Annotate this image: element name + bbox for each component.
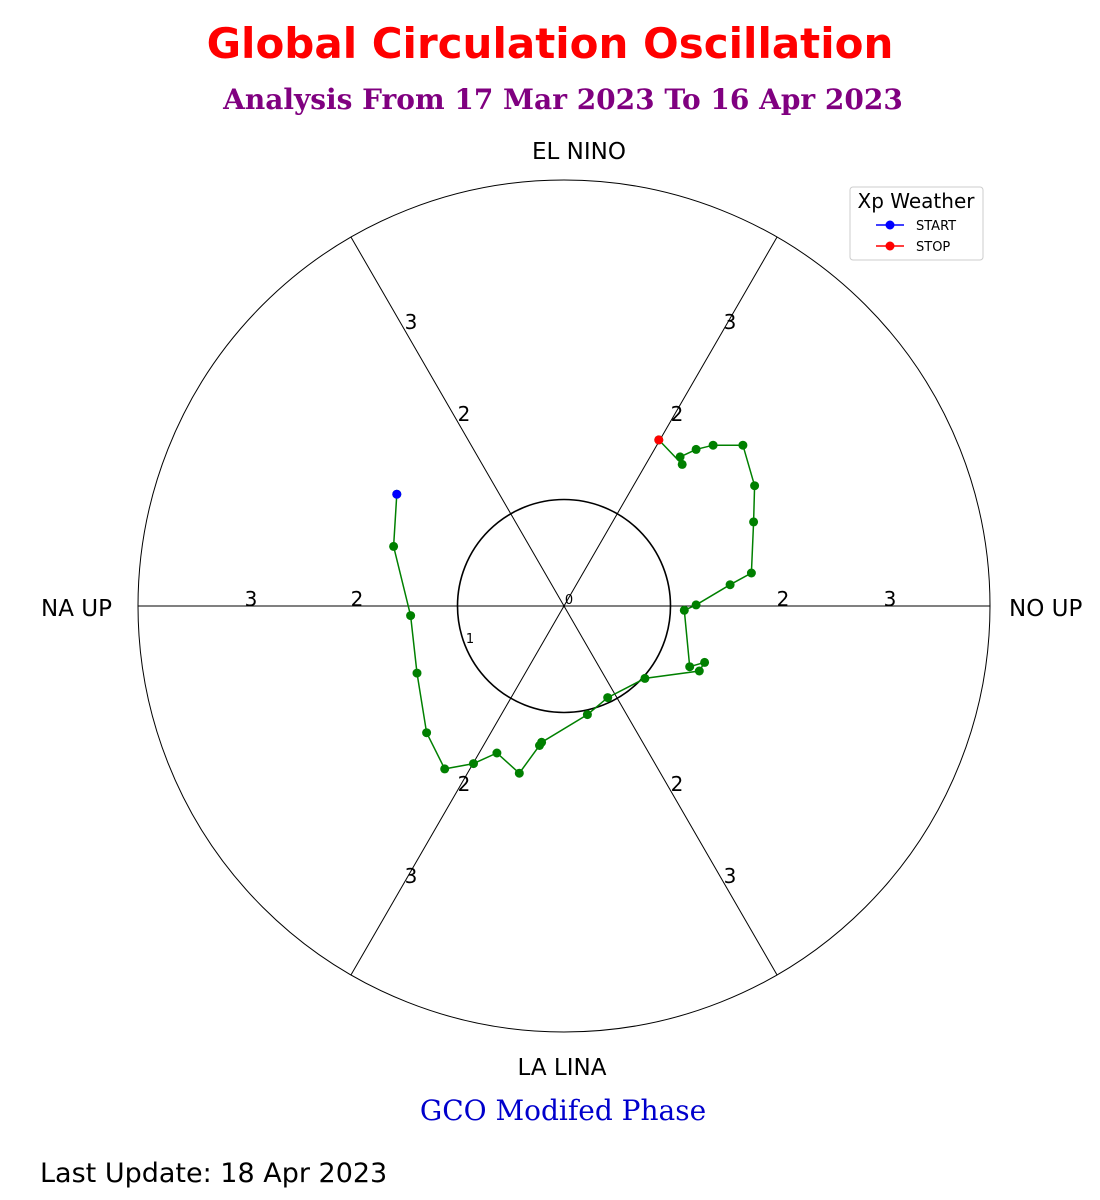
legend: Xp Weather START STOP — [849, 186, 984, 261]
polar-frame — [137, 179, 991, 1033]
tick-label-2-lower-left: 2 — [458, 772, 471, 796]
trajectory-point — [750, 481, 760, 491]
start-point — [392, 489, 402, 499]
legend-start-label: START — [916, 219, 956, 234]
legend-box — [849, 186, 984, 261]
trajectory-point — [746, 568, 756, 578]
trajectory-point — [389, 541, 399, 551]
radial-tick-labels: 0 1 2 3 2 3 2 3 2 3 2 3 2 3 — [245, 310, 897, 888]
trajectory-point — [675, 452, 685, 462]
footer-label: GCO Modifed Phase — [420, 1094, 706, 1127]
chart-title: Global Circulation Oscillation — [207, 19, 894, 68]
trajectory-point — [738, 440, 748, 450]
trajectory-point — [691, 444, 701, 454]
trajectory-point — [582, 710, 592, 720]
trajectory-point — [537, 737, 547, 747]
axis-label-bottom: LA LINA — [518, 1055, 607, 1081]
axis-label-right: NO UP — [1009, 596, 1082, 622]
tick-label-2-right: 2 — [777, 587, 790, 611]
tick-label-3-left: 3 — [245, 587, 258, 611]
trajectory-point — [514, 768, 524, 778]
trajectory-point — [603, 693, 613, 703]
tick-label-1: 1 — [466, 632, 474, 647]
trajectory-point — [685, 662, 695, 672]
trajectory-point — [679, 605, 689, 615]
tick-label-2-lower-right: 2 — [671, 772, 684, 796]
diagonal-axis-line-b — [350, 236, 778, 976]
trajectory-point — [412, 668, 422, 678]
trajectory-point — [640, 673, 650, 683]
trajectory-point — [406, 611, 416, 621]
trajectory-point — [708, 440, 718, 450]
tick-label-3-upper-right: 3 — [724, 310, 737, 334]
tick-label-2-upper-right: 2 — [671, 402, 684, 426]
trajectory-point — [677, 459, 687, 469]
trajectory-point — [440, 764, 450, 774]
trajectory-point — [694, 666, 704, 676]
tick-label-center: 0 — [565, 593, 573, 608]
trajectory-point — [725, 580, 735, 590]
legend-title: Xp Weather — [858, 189, 976, 213]
tick-label-2-left: 2 — [351, 587, 364, 611]
legend-stop-marker — [885, 241, 895, 251]
chart-subtitle: Analysis From 17 Mar 2023 To 16 Apr 2023 — [222, 83, 903, 116]
stop-point — [654, 435, 664, 445]
trajectory-line — [392, 439, 756, 775]
tick-label-3-lower-right: 3 — [724, 864, 737, 888]
legend-start-marker — [885, 220, 895, 230]
tick-label-3-upper-left: 3 — [405, 310, 418, 334]
trajectory-point — [469, 759, 478, 769]
trajectory-point — [691, 600, 701, 610]
axis-label-left: NA UP — [41, 596, 112, 622]
legend-stop-label: STOP — [916, 240, 950, 255]
trajectory-point — [492, 748, 502, 758]
trajectory-point — [749, 517, 759, 527]
tick-label-2-upper-left: 2 — [458, 402, 471, 426]
last-update-text: Last Update: 18 Apr 2023 — [40, 1158, 387, 1189]
trajectory-layer — [389, 435, 760, 778]
trajectory-point — [422, 728, 432, 738]
axis-label-top: EL NINO — [532, 139, 626, 165]
tick-label-3-right: 3 — [884, 587, 897, 611]
tick-label-3-lower-left: 3 — [405, 864, 418, 888]
trajectory-point — [700, 657, 710, 667]
